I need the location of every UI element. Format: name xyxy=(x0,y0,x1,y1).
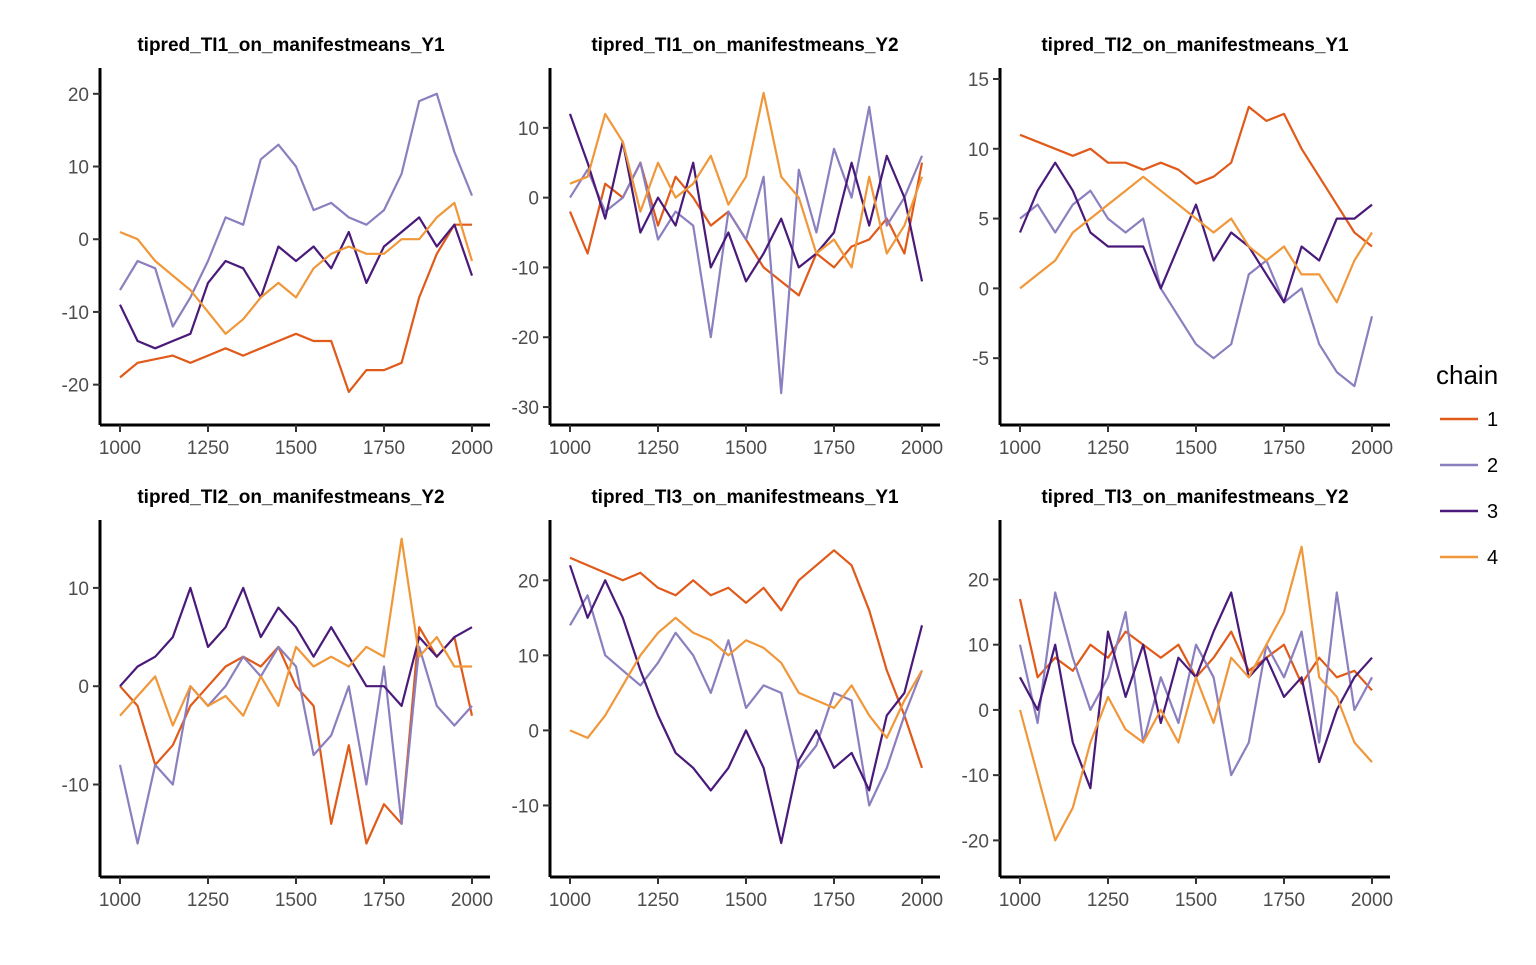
x-tick-label: 2000 xyxy=(451,890,493,911)
x-tick-label: 1750 xyxy=(363,890,405,911)
y-tick-label: 0 xyxy=(528,721,539,742)
y-tick-label: 10 xyxy=(518,119,539,140)
x-tick-label: 1500 xyxy=(275,890,317,911)
series-chain-1 xyxy=(1019,105,1373,248)
y-tick-label: -10 xyxy=(512,796,539,817)
series-chain-1 xyxy=(569,549,924,769)
y-tick-label: 0 xyxy=(978,701,989,722)
y-tick-label: 10 xyxy=(968,140,989,161)
series-chain-2 xyxy=(569,105,924,395)
panel-title: tipred_TI2_on_manifestmeans_Y1 xyxy=(1041,35,1349,56)
legend-label-2: 2 xyxy=(1487,455,1498,477)
series-chain-1 xyxy=(119,626,474,845)
x-tick-label: 1750 xyxy=(363,438,405,459)
y-tick-label: -10 xyxy=(62,303,89,324)
series-chain-2 xyxy=(1019,189,1374,388)
y-tick-label: 0 xyxy=(528,189,539,210)
panel-title: tipred_TI1_on_manifestmeans_Y1 xyxy=(137,35,445,56)
y-tick-label: -10 xyxy=(62,776,89,797)
legend-title: chain xyxy=(1436,360,1498,390)
y-tick-label: 10 xyxy=(968,636,989,657)
y-tick-label: -10 xyxy=(512,258,539,279)
x-tick-label: 1750 xyxy=(813,890,855,911)
x-tick-label: 1250 xyxy=(1087,890,1129,911)
y-tick-label: -10 xyxy=(962,766,989,787)
x-tick-label: 1000 xyxy=(999,438,1041,459)
x-tick-label: 1250 xyxy=(637,438,679,459)
x-tick-label: 1000 xyxy=(999,890,1041,911)
series-chain-1 xyxy=(119,223,472,393)
x-tick-label: 1500 xyxy=(1175,438,1217,459)
series-chain-2 xyxy=(119,92,474,328)
series-chain-4 xyxy=(569,91,924,269)
y-tick-label: 15 xyxy=(968,70,989,91)
panel-6: tipred_TI3_on_manifestmeans_Y2 -20 -10 0 10 2… xyxy=(962,487,1394,911)
x-tick-label: 1750 xyxy=(1263,438,1305,459)
series-chain-4 xyxy=(1018,545,1373,842)
x-tick-label: 1250 xyxy=(1087,438,1129,459)
series-chain-2 xyxy=(118,645,473,845)
y-tick-label: 0 xyxy=(78,230,89,251)
x-tick-label: 1000 xyxy=(549,890,591,911)
y-tick-label: 20 xyxy=(968,570,989,591)
panel-2: tipred_TI1_on_manifestmeans_Y2 -30 -20 -10 0… xyxy=(512,35,944,459)
x-tick-label: 1750 xyxy=(1263,890,1305,911)
x-tick-label: 1750 xyxy=(813,438,855,459)
legend-label-1: 1 xyxy=(1487,409,1498,431)
y-tick-label: 10 xyxy=(68,579,89,600)
y-tick-label: -5 xyxy=(972,349,989,370)
panel-4: tipred_TI2_on_manifestmeans_Y2 -10 0 10 1000… xyxy=(62,487,494,911)
y-tick-label: 0 xyxy=(78,677,89,698)
x-tick-label: 2000 xyxy=(901,890,943,911)
y-tick-label: -20 xyxy=(962,831,989,852)
series-chain-3 xyxy=(119,586,473,708)
series-chain-3 xyxy=(568,564,924,845)
x-tick-label: 1000 xyxy=(549,438,591,459)
x-tick-label: 1250 xyxy=(187,438,229,459)
x-tick-label: 1250 xyxy=(187,890,229,911)
series-chain-4 xyxy=(1019,175,1373,304)
y-tick-label: 10 xyxy=(518,646,539,667)
panel-title: tipred_TI3_on_manifestmeans_Y1 xyxy=(591,487,899,508)
series-chain-2 xyxy=(1018,591,1373,777)
legend: chain 1 2 3 4 xyxy=(1436,360,1498,569)
panel-5: tipred_TI3_on_manifestmeans_Y1 -10 0 10 20 10… xyxy=(512,487,944,911)
panel-title: tipred_TI3_on_manifestmeans_Y2 xyxy=(1041,487,1348,508)
x-tick-label: 1250 xyxy=(637,890,679,911)
x-tick-label: 1000 xyxy=(99,890,141,911)
legend-label-3: 3 xyxy=(1487,501,1498,523)
x-tick-label: 2000 xyxy=(901,438,943,459)
x-tick-label: 2000 xyxy=(451,438,493,459)
panel-1: tipred_TI1_on_manifestmeans_Y1 -20 -10 0 10 2… xyxy=(62,35,494,459)
x-tick-label: 1500 xyxy=(275,438,317,459)
y-tick-label: 5 xyxy=(978,210,989,231)
series-chain-3 xyxy=(1019,591,1373,790)
x-tick-label: 1500 xyxy=(725,438,767,459)
series-chain-4 xyxy=(569,616,923,740)
y-tick-label: -30 xyxy=(512,398,539,419)
y-tick-label: -20 xyxy=(62,376,89,397)
series-chain-2 xyxy=(569,594,924,807)
y-tick-label: 10 xyxy=(68,158,89,179)
x-tick-label: 1000 xyxy=(99,438,141,459)
series-chain-4 xyxy=(119,537,472,727)
y-tick-label: 20 xyxy=(518,571,539,592)
legend-label-4: 4 xyxy=(1487,547,1498,569)
panel-title: tipred_TI1_on_manifestmeans_Y2 xyxy=(591,35,898,56)
y-tick-label: 0 xyxy=(978,279,989,300)
y-tick-label: -20 xyxy=(512,328,539,349)
y-tick-label: 20 xyxy=(68,85,89,106)
x-tick-label: 2000 xyxy=(1351,890,1393,911)
series-chain-4 xyxy=(119,201,474,335)
x-tick-label: 1500 xyxy=(725,890,767,911)
x-tick-label: 1500 xyxy=(1175,890,1217,911)
panel-3: tipred_TI2_on_manifestmeans_Y1 -5 0 5 10 15 10… xyxy=(968,35,1393,459)
series-chain-3 xyxy=(1018,161,1373,304)
x-tick-label: 2000 xyxy=(1351,438,1393,459)
series-chain-3 xyxy=(119,216,474,350)
series-chain-1 xyxy=(568,161,924,297)
panel-title: tipred_TI2_on_manifestmeans_Y2 xyxy=(137,487,444,508)
